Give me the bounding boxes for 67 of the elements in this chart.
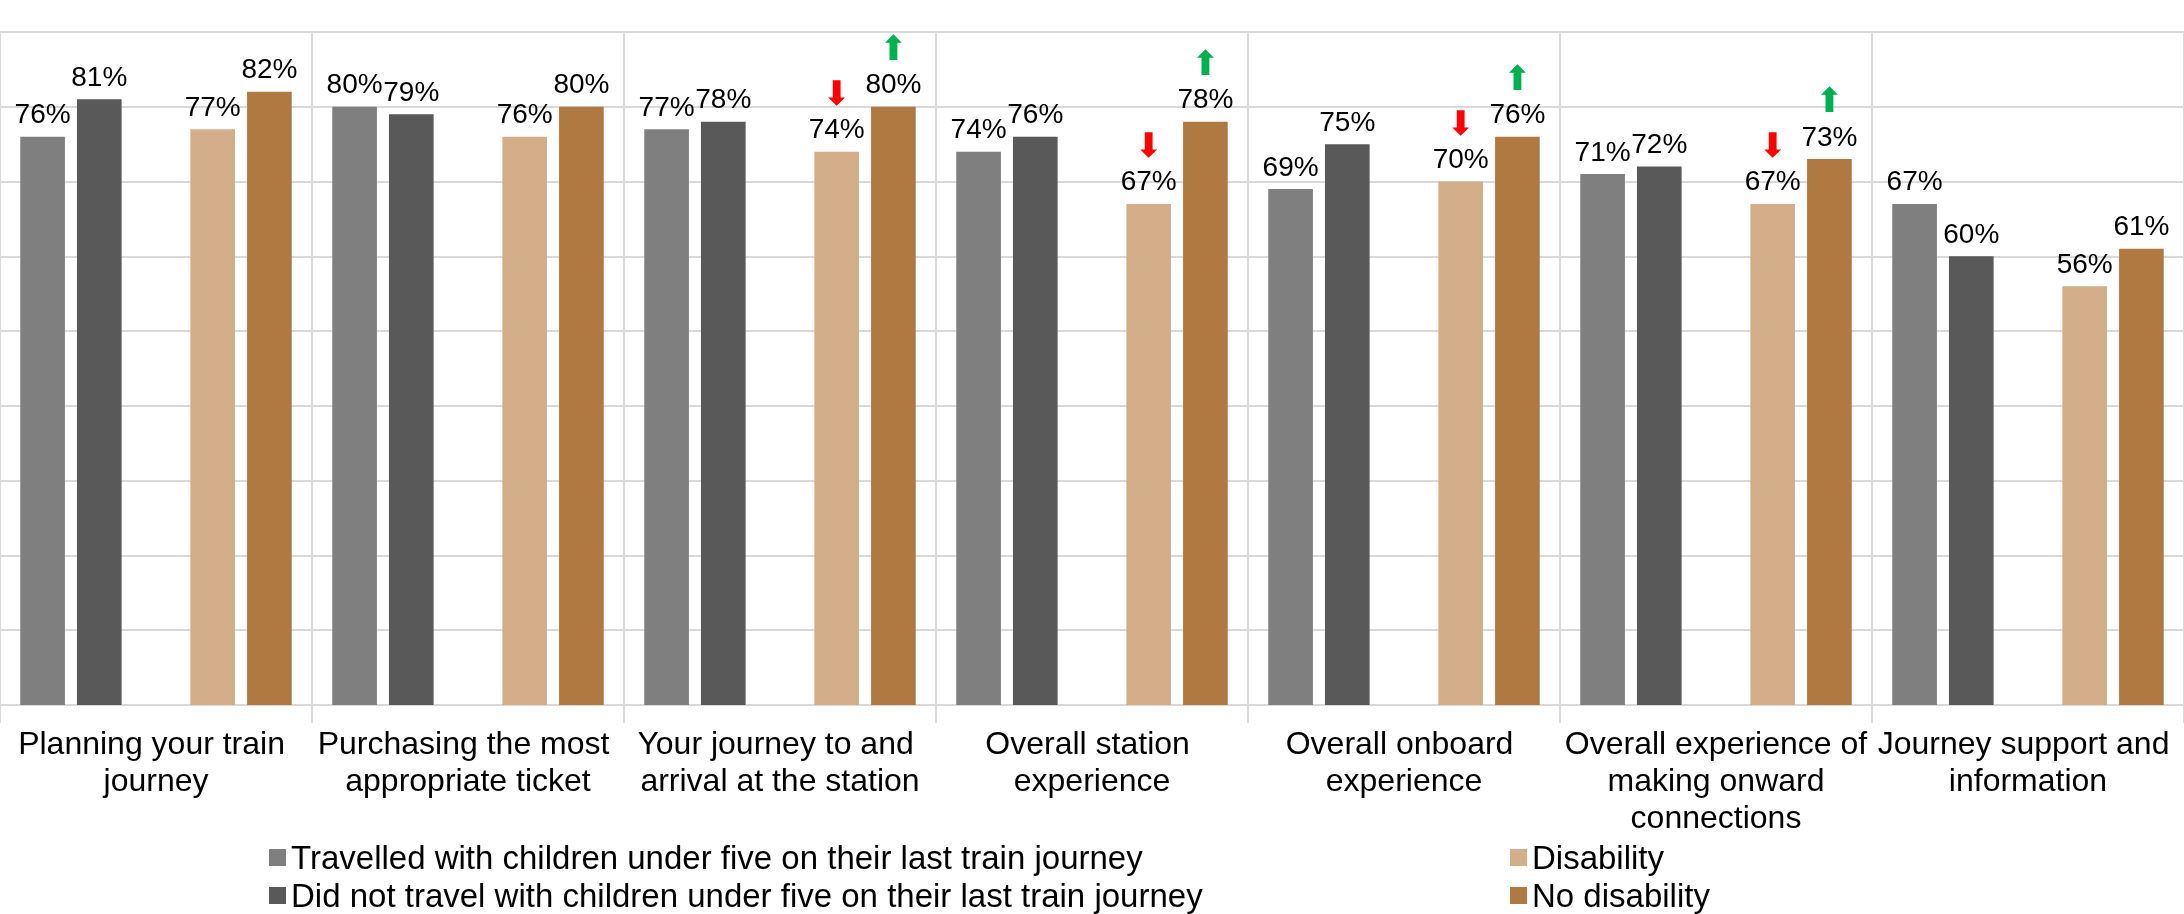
bar	[1636, 166, 1682, 705]
x-tick-label: Your journey to and arrival at the station	[637, 724, 923, 798]
data-label: 82%	[241, 53, 298, 85]
data-label: 56%	[2056, 247, 2113, 279]
data-label: 60%	[1943, 217, 2000, 249]
bar	[332, 106, 377, 705]
x-tick-label: Journey support and information	[1877, 724, 2179, 798]
bar	[190, 129, 236, 705]
data-label: 76%	[1007, 98, 1064, 130]
data-label: ⬆ 76%	[1489, 57, 1546, 130]
data-label: 61%	[2113, 210, 2170, 242]
data-label: 80%	[553, 68, 610, 100]
bar	[814, 151, 860, 705]
data-label: 78%	[695, 83, 752, 115]
bar	[1892, 203, 1937, 705]
data-label: 72%	[1631, 128, 1688, 160]
data-label: ⬇ 74%	[808, 72, 865, 145]
data-label: 71%	[1574, 135, 1631, 167]
x-tick-label: Overall onboard experience	[1285, 724, 1523, 798]
data-label: ⬇ 70%	[1432, 102, 1489, 175]
data-label: 79%	[383, 75, 440, 107]
bar	[20, 136, 65, 705]
bar	[1126, 203, 1172, 705]
data-label: ⬆ 80%	[865, 27, 922, 100]
data-label: ⬇ 67%	[1120, 124, 1177, 197]
bar	[1807, 159, 1852, 705]
bar	[1012, 136, 1058, 705]
x-tick-label: Purchasing the most appropriate ticket	[317, 724, 619, 798]
data-label: 67%	[1886, 165, 1943, 197]
bar	[2062, 286, 2108, 705]
legend-label: Did not travel with children under five on their last train journey	[291, 877, 1204, 914]
data-label: 75%	[1319, 105, 1376, 137]
data-label: 80%	[326, 68, 383, 100]
bar	[1495, 136, 1540, 705]
data-label: ⬆ 78%	[1177, 42, 1234, 115]
legend-label: Disability	[1532, 839, 1665, 876]
data-label: 76%	[14, 98, 71, 130]
data-label: ⬆ 73%	[1801, 80, 1858, 152]
legend-label: Travelled with children under five on their last train journey	[291, 839, 1144, 876]
x-tick-label: Planning your train journey	[18, 724, 294, 798]
bar	[956, 151, 1001, 705]
bar	[1438, 181, 1484, 705]
bar	[76, 99, 122, 705]
bar	[247, 91, 292, 705]
bar	[1750, 203, 1796, 705]
bar	[502, 136, 548, 705]
bar	[1948, 256, 1994, 705]
data-label: 74%	[950, 113, 1007, 145]
bar	[700, 121, 746, 705]
bar	[644, 129, 689, 705]
data-label: 77%	[184, 90, 241, 122]
x-tick-label: Overall station experience	[985, 724, 1199, 798]
bar	[871, 106, 916, 705]
bar	[559, 106, 604, 705]
bar	[1268, 189, 1313, 705]
data-label: 76%	[496, 98, 553, 130]
bar	[1183, 121, 1228, 705]
bar	[1580, 174, 1625, 705]
bar	[1324, 144, 1370, 705]
bar	[388, 114, 434, 705]
bar	[2119, 248, 2164, 705]
data-label: 81%	[71, 60, 128, 92]
data-label: ⬇ 67%	[1744, 124, 1801, 197]
legend-label: No disability	[1532, 877, 1711, 914]
data-label: 69%	[1262, 150, 1319, 182]
x-tick-label: Overall experience of making onward connections	[1564, 724, 1868, 835]
data-label: 77%	[638, 90, 695, 122]
